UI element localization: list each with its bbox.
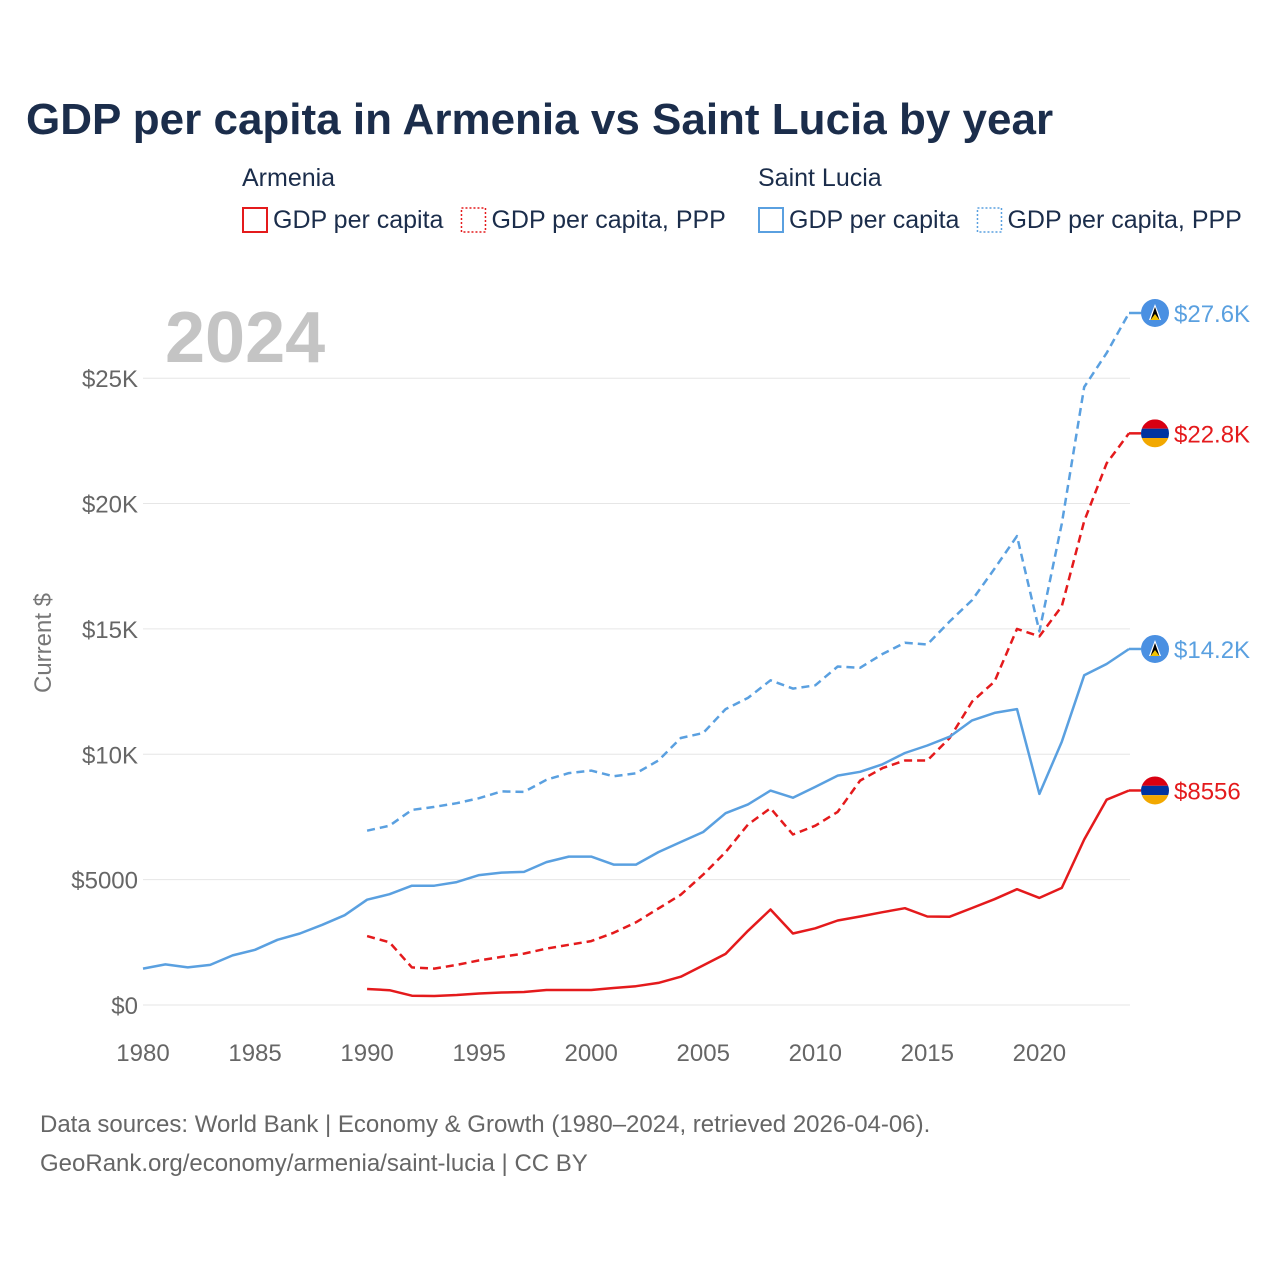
series-line-1 (366, 432, 1131, 970)
end-value-label: $27.6K (1174, 301, 1250, 328)
y-axis-ticks: $0 $5000 $10K $15K $20K $25K (71, 366, 138, 1020)
saint-lucia-flag-icon (1141, 299, 1169, 327)
end-value-label: $22.8K (1174, 421, 1250, 448)
x-tick-label: 2020 (1013, 1040, 1066, 1067)
current-year-watermark: 2024 (165, 298, 325, 378)
source-line-1: Data sources: World Bank | Economy & Gro… (40, 1111, 930, 1138)
chart-title: GDP per capita in Armenia vs Saint Lucia… (26, 95, 1053, 144)
source-line-2: GeoRank.org/economy/armenia/saint-lucia … (40, 1150, 588, 1177)
legend-label: GDP per capita (273, 206, 444, 234)
y-tick-label: $0 (111, 993, 138, 1020)
armenia-flag-icon (1141, 776, 1169, 805)
x-axis-ticks: 1980 1985 1990 1995 2000 2005 2010 2015 2020 (116, 1040, 1066, 1067)
grid-lines (143, 377, 1130, 1006)
legend-swatch (976, 207, 1003, 233)
legend-swatch (242, 207, 268, 233)
saint-lucia-flag-icon (1141, 634, 1169, 663)
end-labels: $8556 $22.8K $14.2K $27.6K (1129, 299, 1250, 805)
y-tick-label: $15K (82, 617, 138, 644)
x-tick-label: 1980 (116, 1040, 169, 1067)
x-tick-label: 2005 (677, 1040, 730, 1067)
x-tick-label: 1990 (340, 1040, 393, 1067)
legend: Armenia GDP per capita GDP per capita, PPP… (242, 164, 1242, 234)
x-tick-label: 1995 (452, 1040, 505, 1067)
armenia-flag-icon (1141, 419, 1169, 448)
y-tick-label: $25K (82, 366, 138, 393)
legend-label: GDP per capita (789, 206, 960, 234)
y-tick-label: $5000 (71, 868, 138, 895)
legend-swatch (460, 207, 487, 233)
x-tick-label: 1985 (228, 1040, 281, 1067)
series-layer (142, 312, 1131, 998)
series-line-2 (142, 647, 1130, 970)
legend-group-title: Saint Lucia (758, 164, 882, 192)
x-tick-label: 2010 (789, 1040, 842, 1067)
series-line-0 (367, 789, 1130, 998)
end-value-label: $8556 (1174, 778, 1241, 805)
series-line-3 (366, 312, 1131, 832)
legend-label: GDP per capita, PPP (1007, 206, 1241, 234)
end-value-label: $14.2K (1174, 637, 1250, 664)
y-tick-label: $10K (82, 742, 138, 769)
legend-group-title: Armenia (242, 164, 335, 192)
x-tick-label: 2015 (901, 1040, 954, 1067)
legend-swatch (758, 207, 784, 233)
y-tick-label: $20K (82, 492, 138, 519)
legend-label: GDP per capita, PPP (491, 206, 725, 234)
x-tick-label: 2000 (564, 1040, 617, 1067)
y-axis-label: Current $ (30, 593, 57, 693)
